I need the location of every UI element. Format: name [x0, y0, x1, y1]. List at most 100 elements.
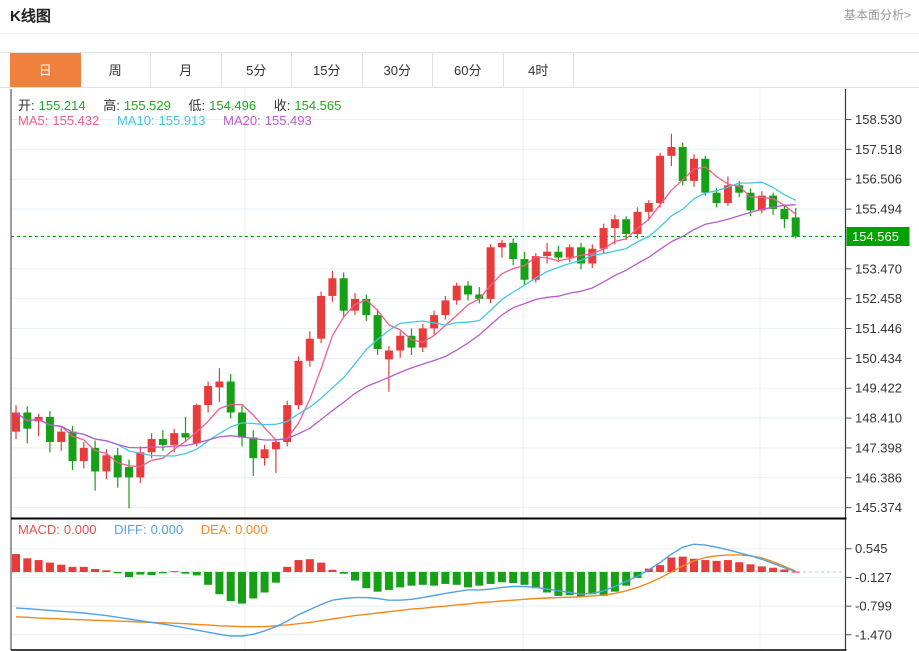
macd-bar [215, 572, 224, 595]
macd-bar [577, 572, 585, 597]
macd-bar [610, 572, 619, 592]
macd-bar [192, 572, 201, 576]
candle-body [158, 439, 167, 445]
macd-bar [565, 572, 574, 596]
candle-body [543, 251, 552, 257]
candle-body [12, 412, 20, 432]
macd-bar [746, 564, 755, 572]
candle-body [757, 195, 766, 211]
ma10-line [15, 181, 796, 457]
candle-body [418, 328, 427, 348]
candle-body [497, 242, 506, 248]
macd-axis-label: 0.545 [855, 541, 888, 556]
candle-body [102, 455, 111, 472]
candle-body [554, 251, 563, 258]
candles [12, 133, 800, 509]
tab-m60[interactable]: 60分 [433, 53, 504, 87]
macd-bar [780, 569, 789, 572]
candle-body [204, 385, 213, 406]
candle-body [192, 405, 201, 444]
page-title: K线图 [10, 8, 51, 25]
tab-m30[interactable]: 30分 [362, 53, 433, 87]
candle-body [68, 431, 77, 462]
price-axis-label: 153.470 [855, 261, 902, 276]
macd-bar [317, 562, 326, 572]
candle-body [520, 259, 529, 280]
candle-body [215, 381, 224, 388]
macd-bar [170, 571, 179, 573]
candle-body [238, 412, 246, 438]
candle-body [57, 431, 66, 442]
macd-bar [23, 558, 32, 572]
price-axis-label: 147.398 [855, 440, 902, 455]
pane-borders [10, 89, 847, 651]
current-price-tag-text: 154.565 [852, 229, 899, 244]
macd-bar [486, 572, 495, 584]
price-axis-label: 157.518 [855, 142, 902, 157]
candle-body [305, 338, 314, 361]
candle-body [486, 247, 495, 299]
kline-chart-canvas[interactable]: 158.530 157.518 156.506 155.494 153.470 152.4… [0, 89, 919, 651]
macd-bar [339, 572, 348, 574]
macd-bar [757, 566, 766, 572]
panel-header: K线图 基本面分析> [0, 0, 919, 34]
candle-body [678, 146, 687, 181]
candle-body [633, 211, 642, 234]
macd-bar [588, 572, 597, 595]
macd-bar [305, 559, 314, 572]
candle-body [644, 203, 653, 212]
candle-body [656, 155, 665, 204]
price-axis-label: 146.386 [855, 470, 902, 485]
macd-bar [294, 560, 303, 572]
macd-axis-label: -0.127 [855, 570, 892, 585]
tab-m5[interactable]: 5分 [221, 53, 292, 87]
tab-week[interactable]: 周 [80, 53, 151, 87]
macd-bar [430, 572, 439, 586]
macd-bar [418, 572, 427, 585]
candle-body [780, 208, 789, 220]
macd-bar [102, 570, 111, 572]
tab-h4[interactable]: 4时 [503, 53, 574, 87]
macd-bar [531, 572, 540, 589]
macd-bar [79, 566, 88, 572]
macd-bar [204, 572, 213, 585]
price-axis-label: 151.446 [855, 321, 902, 336]
candle-body [667, 146, 676, 156]
candle-body [373, 315, 382, 350]
price-axis: 158.530 157.518 156.506 155.494 153.470 152.4… [845, 112, 910, 642]
tab-month[interactable]: 月 [151, 53, 222, 87]
macd-bar [12, 554, 20, 572]
candle-body [622, 219, 631, 234]
candle-body [746, 192, 755, 211]
macd-bar [735, 562, 744, 572]
candle-body [113, 455, 122, 478]
candle-body [45, 416, 54, 442]
tab-day[interactable]: 日 [10, 53, 81, 87]
macd-bar [283, 566, 292, 572]
price-axis-label: 158.530 [855, 112, 902, 127]
macd-bar [158, 572, 167, 574]
candle-body [464, 285, 472, 295]
macd-bar [45, 562, 54, 572]
candle-body [226, 381, 235, 413]
macd-bar [407, 572, 416, 586]
macd-bar [125, 572, 133, 578]
current-price-tag [846, 227, 910, 246]
macd-bar [441, 572, 450, 584]
macd-bar [136, 572, 145, 575]
macd-bar [769, 567, 778, 572]
macd-bar [656, 565, 665, 572]
candle-body [599, 228, 608, 249]
macd-bar [464, 572, 472, 588]
macd-bar [238, 572, 246, 604]
macd-bar [384, 572, 393, 590]
price-axis-label: 149.422 [855, 381, 902, 396]
macd-bar [91, 569, 100, 572]
candle-body [452, 285, 461, 301]
candle-body [260, 449, 269, 459]
price-axis-label: 148.410 [855, 411, 902, 426]
fundamental-analysis-link[interactable]: 基本面分析> [843, 8, 911, 22]
candle-body [362, 298, 371, 316]
macd-bar [226, 572, 235, 602]
tab-m15[interactable]: 15分 [292, 53, 363, 87]
